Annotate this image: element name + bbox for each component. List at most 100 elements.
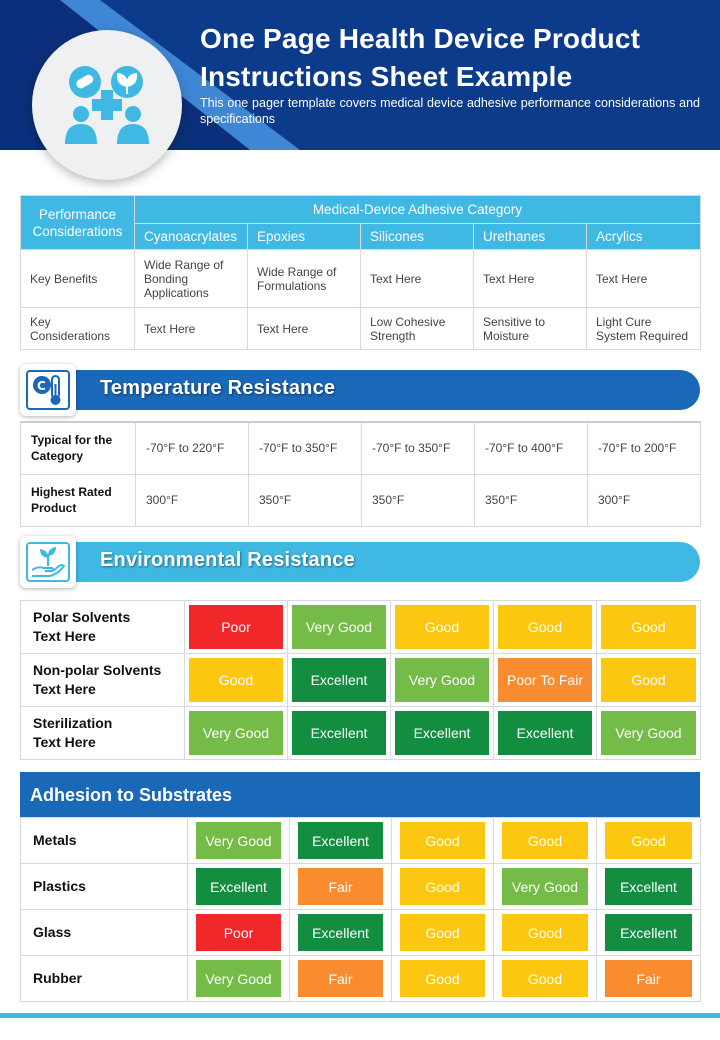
rating-badge: Good <box>498 605 592 649</box>
row-label-sub: Text Here <box>33 628 96 644</box>
table-cell: Low Cohesive Strength <box>360 307 474 350</box>
row-label: Polar Solvents Text Here <box>20 600 185 654</box>
rating-badge: Good <box>502 822 588 859</box>
rating-badge: Excellent <box>196 868 281 905</box>
title-line-1: One Page Health Device Product <box>200 23 641 54</box>
rating-badge: Excellent <box>395 711 489 755</box>
adhesion-substrates-title: Adhesion to Substrates <box>30 785 233 805</box>
page-title: One Page Health Device Product Instructi… <box>200 20 700 96</box>
table-cell: Light Cure System Required <box>586 307 701 350</box>
table-row: Highest Rated Product 300°F 350°F 350°F … <box>20 473 701 527</box>
category-header: Acrylics <box>586 223 701 250</box>
svg-text:C: C <box>37 379 46 393</box>
table-cell: 300°F <box>135 473 249 527</box>
temperature-resistance-title: Temperature Resistance <box>100 377 336 399</box>
rating-badge: Good <box>502 960 588 997</box>
row-label: Key Benefits <box>20 249 135 308</box>
environmental-table: Polar Solvents Text Here Poor Very Good … <box>20 600 701 760</box>
title-line-2: Instructions Sheet Example <box>200 61 573 92</box>
row-label: Plastics <box>20 863 188 910</box>
row-label: Metals <box>20 817 188 864</box>
table-cell: Text Here <box>586 249 701 308</box>
table-cell: -70°F to 350°F <box>361 421 475 475</box>
rating-badge: Excellent <box>605 914 692 951</box>
rating-badge: Excellent <box>298 822 383 859</box>
rating-badge: Good <box>605 822 692 859</box>
rating-badge: Fair <box>298 868 383 905</box>
table-cell: 350°F <box>248 473 362 527</box>
row-label: Glass <box>20 909 188 956</box>
rating-badge: Good <box>400 868 485 905</box>
table-cell: -70°F to 220°F <box>135 421 249 475</box>
rating-badge: Good <box>502 914 588 951</box>
environmental-resistance-title: Environmental Resistance <box>100 549 355 571</box>
rating-badge: Good <box>395 605 489 649</box>
rating-badge: Very Good <box>395 658 489 702</box>
rating-badge: Excellent <box>292 658 386 702</box>
banner-bar <box>50 370 700 410</box>
table-cell: Text Here <box>134 307 248 350</box>
performance-considerations-header: Performance Considerations <box>20 195 135 250</box>
rating-badge: Excellent <box>498 711 592 755</box>
table-row: Non-polar Solvents Text Here Good Excell… <box>20 653 701 707</box>
banner-bar <box>50 542 700 582</box>
row-label-sub: Text Here <box>33 681 96 697</box>
row-label: Key Considerations <box>20 307 135 350</box>
rating-badge: Good <box>189 658 283 702</box>
table-cell: 350°F <box>474 473 588 527</box>
page-subtitle: This one pager template covers medical d… <box>200 96 700 126</box>
table-row: Key Benefits Wide Range of Bonding Appli… <box>20 249 701 308</box>
table-row: Typical for the Category -70°F to 220°F … <box>20 421 701 475</box>
rating-badge: Good <box>400 822 485 859</box>
health-people-icon <box>65 66 149 144</box>
adhesive-category-header: Medical-Device Adhesive Category <box>134 195 701 224</box>
table-cell: 350°F <box>361 473 475 527</box>
row-label: Highest Rated Product <box>20 473 136 527</box>
rating-badge: Excellent <box>298 914 383 951</box>
adhesive-category-table: Performance Considerations Medical-Devic… <box>20 195 701 350</box>
rating-badge: Very Good <box>196 822 281 859</box>
table-cell: -70°F to 350°F <box>248 421 362 475</box>
rating-badge: Very Good <box>601 711 696 755</box>
category-header: Cyanoacrylates <box>134 223 248 250</box>
row-label-sub: Text Here <box>33 734 96 750</box>
row-label-main: Polar Solvents <box>33 609 131 625</box>
rating-badge: Fair <box>605 960 692 997</box>
header-icon-circle <box>32 30 182 180</box>
rating-badge: Good <box>400 960 485 997</box>
table-cell: Sensitive to Moisture <box>473 307 587 350</box>
table-row: Metals Very Good Excellent Good Good Goo… <box>20 817 701 864</box>
table-cell: Text Here <box>473 249 587 308</box>
table-row: Key Considerations Text Here Text Here L… <box>20 307 701 350</box>
temperature-table: Typical for the Category -70°F to 220°F … <box>20 421 701 527</box>
table-cell: Wide Range of Bonding Applications <box>134 249 248 308</box>
row-label-main: Sterilization <box>33 715 113 731</box>
table-row: Sterilization Text Here Very Good Excell… <box>20 706 701 760</box>
table-cell: Wide Range of Formulations <box>247 249 361 308</box>
table-row: Rubber Very Good Fair Good Good Fair <box>20 955 701 1002</box>
rating-badge: Very Good <box>189 711 283 755</box>
table-row: Polar Solvents Text Here Poor Very Good … <box>20 600 701 654</box>
rating-badge: Good <box>601 605 696 649</box>
rating-badge: Excellent <box>605 868 692 905</box>
row-label: Sterilization Text Here <box>20 706 185 760</box>
table-row: Plastics Excellent Fair Good Very Good E… <box>20 863 701 910</box>
table-cell: Text Here <box>247 307 361 350</box>
thermometer-icon: C <box>33 375 61 405</box>
rating-badge: Good <box>400 914 485 951</box>
category-header: Epoxies <box>247 223 361 250</box>
footer-line <box>0 1013 720 1018</box>
table-cell: 300°F <box>587 473 701 527</box>
hand-plant-icon <box>31 547 66 577</box>
banner-icon-box <box>20 536 76 588</box>
rating-badge: Good <box>601 658 696 702</box>
rating-badge: Poor To Fair <box>498 658 592 702</box>
adhesion-table: Metals Very Good Excellent Good Good Goo… <box>20 817 701 1002</box>
rating-badge: Poor <box>196 914 281 951</box>
banner-icon-box: C <box>20 364 76 416</box>
rating-badge: Excellent <box>292 711 386 755</box>
row-label-main: Non-polar Solvents <box>33 662 162 678</box>
table-cell: Text Here <box>360 249 474 308</box>
rating-badge: Very Good <box>292 605 386 649</box>
adhesion-substrates-header: Adhesion to Substrates <box>20 772 700 817</box>
